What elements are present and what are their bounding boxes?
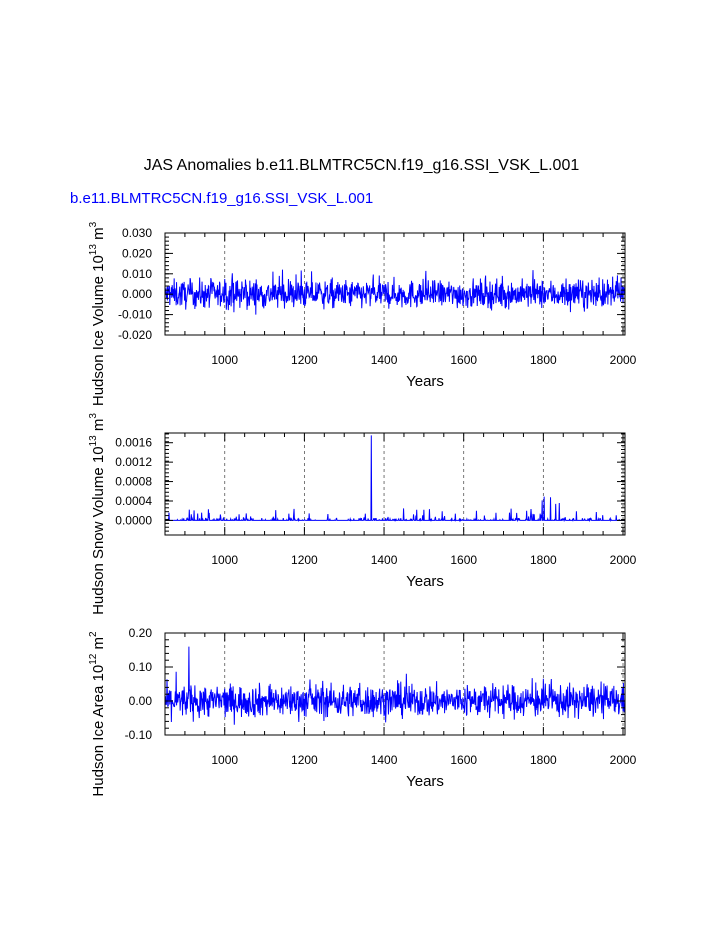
x-axis-label: Years xyxy=(406,773,444,790)
y-tick-label: 0.10 xyxy=(129,660,153,674)
plot-frame xyxy=(164,232,626,336)
y-axis-label: Hudson Snow Volume 1013 m3 xyxy=(88,413,107,615)
x-tick-label: 1400 xyxy=(371,353,398,367)
data-series-line xyxy=(165,435,625,523)
x-tick-label: 1800 xyxy=(530,353,557,367)
y-tick-label: 0.000 xyxy=(122,287,152,301)
x-axis-label: Years xyxy=(406,373,444,390)
x-tick-label: 1600 xyxy=(450,553,477,567)
y-tick-label: 0.0000 xyxy=(115,513,152,527)
y-tick-label: 0.0016 xyxy=(115,436,152,450)
y-tick-label: 0.0008 xyxy=(115,475,152,489)
chart-subtitle: b.e11.BLMTRC5CN.f19_g16.SSI_VSK_L.001 xyxy=(70,190,374,207)
x-tick-label: 1200 xyxy=(291,753,318,767)
y-tick-label: -0.010 xyxy=(118,308,152,322)
y-tick-label: 0.0004 xyxy=(115,494,152,508)
y-tick-label: -0.10 xyxy=(125,728,153,742)
y-tick-label: 0.20 xyxy=(129,626,153,640)
x-tick-label: 1200 xyxy=(291,353,318,367)
x-tick-label: 1400 xyxy=(371,553,398,567)
x-tick-label: 2000 xyxy=(610,753,637,767)
y-axis-label: Hudson Ice Volume 1013 m3 xyxy=(88,221,107,406)
x-tick-label: 1200 xyxy=(291,553,318,567)
x-axis-label: Years xyxy=(406,573,444,590)
x-tick-label: 1600 xyxy=(450,753,477,767)
y-tick-label: 0.00 xyxy=(129,694,153,708)
x-tick-label: 1400 xyxy=(371,753,398,767)
y-tick-label: 0.0012 xyxy=(115,455,152,469)
chart-title: JAS Anomalies b.e11.BLMTRC5CN.f19_g16.SS… xyxy=(143,157,580,174)
x-tick-label: 1800 xyxy=(530,753,557,767)
plot-frame xyxy=(164,632,626,736)
chart-panel-2: 1000 1200 1400 1600 1800 2000 0.0000 0.0004 0.00… xyxy=(88,413,637,615)
data-series-line xyxy=(164,269,626,315)
chart-panel-3: 1000 1200 1400 1600 1800 2000 -0.10 0.00 0.10 0.2… xyxy=(88,626,637,797)
chart-panel-1: 1000 1200 1400 1600 1800 2000 -0.020 -0.010 0.00… xyxy=(88,221,637,406)
x-tick-label: 1000 xyxy=(211,553,238,567)
y-tick-label: 0.030 xyxy=(122,226,152,240)
x-tick-label: 2000 xyxy=(610,553,637,567)
x-tick-label: 1800 xyxy=(530,553,557,567)
data-series-line xyxy=(164,646,626,725)
y-tick-label: -0.020 xyxy=(118,328,152,342)
x-tick-label: 1000 xyxy=(211,753,238,767)
x-tick-label: 1000 xyxy=(211,353,238,367)
x-tick-label: 1600 xyxy=(450,353,477,367)
x-tick-label: 2000 xyxy=(610,353,637,367)
y-tick-label: 0.010 xyxy=(122,267,152,281)
y-tick-label: 0.020 xyxy=(122,246,152,260)
y-axis-label: Hudson Ice Area 1012 m2 xyxy=(88,631,107,797)
